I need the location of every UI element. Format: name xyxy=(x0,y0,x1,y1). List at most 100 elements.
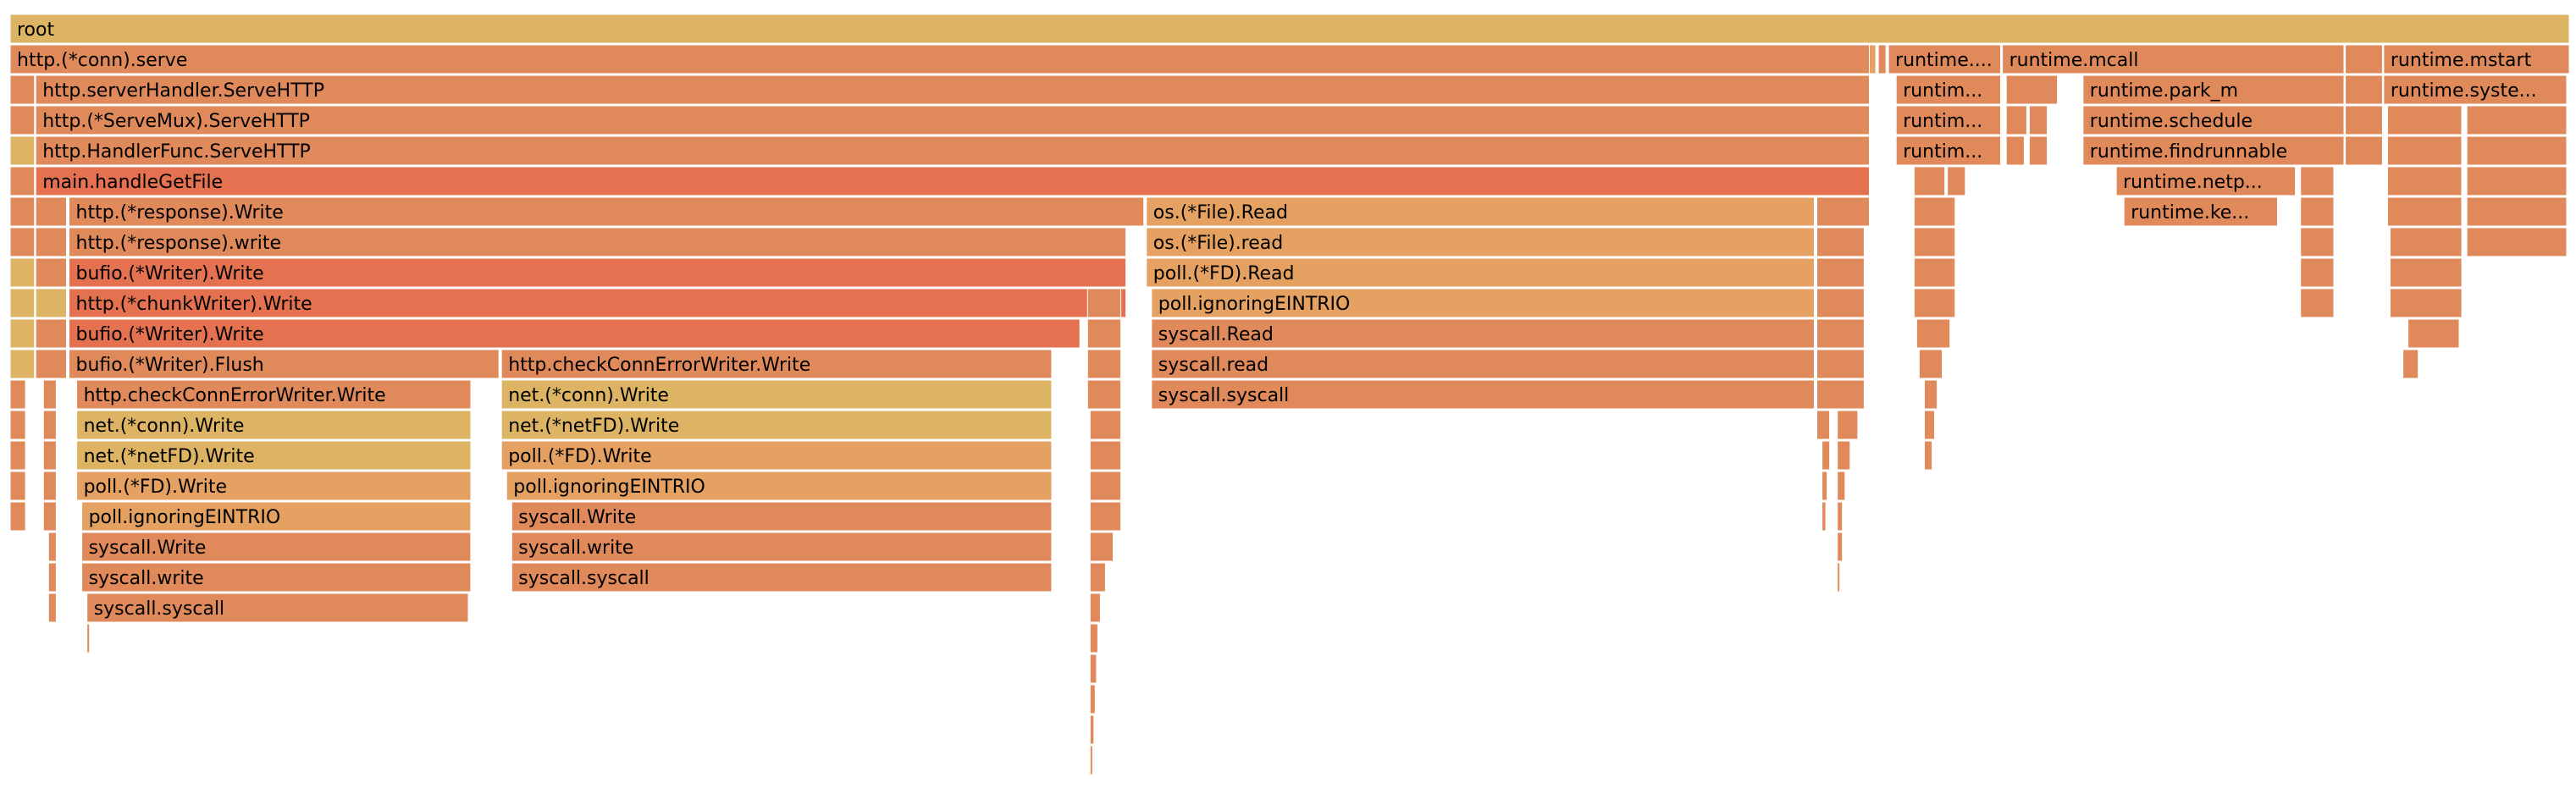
flame-frame-rect[interactable] xyxy=(76,410,472,440)
flame-frame[interactable]: runtime.mstart xyxy=(2383,44,2570,74)
flame-frame[interactable] xyxy=(9,318,36,349)
flame-frame[interactable] xyxy=(1089,714,1095,745)
flame-frame[interactable] xyxy=(9,74,36,105)
flame-frame[interactable] xyxy=(1869,44,1877,74)
flame-frame[interactable] xyxy=(9,440,26,471)
flame-frame-rect[interactable] xyxy=(2345,105,2383,135)
flame-frame-rect[interactable] xyxy=(1089,410,1122,440)
flame-frame[interactable] xyxy=(1086,379,1122,410)
flame-frame-rect[interactable] xyxy=(2386,196,2463,227)
flame-frame-rect[interactable] xyxy=(35,257,67,288)
flame-frame-rect[interactable] xyxy=(2005,74,2059,105)
flame-frame[interactable] xyxy=(42,410,57,440)
flame-frame-rect[interactable] xyxy=(42,471,57,501)
flame-frame[interactable] xyxy=(1821,440,1831,471)
flame-frame-rect[interactable] xyxy=(9,440,26,471)
flame-frame[interactable] xyxy=(1837,440,1851,471)
flame-frame[interactable] xyxy=(2386,135,2463,166)
flame-frame[interactable] xyxy=(2300,196,2335,227)
flame-frame[interactable] xyxy=(2407,318,2460,349)
flame-frame[interactable] xyxy=(2466,135,2568,166)
flame-frame-rect[interactable] xyxy=(9,74,36,105)
flame-frame[interactable] xyxy=(1821,501,1827,532)
flame-frame[interactable]: http.checkConnErrorWriter.Write xyxy=(76,379,472,410)
flame-frame-rect[interactable] xyxy=(35,105,1871,135)
flame-frame[interactable]: net.(*netFD).Write xyxy=(76,440,472,471)
flame-frame-rect[interactable] xyxy=(35,166,1871,196)
flame-frame-rect[interactable] xyxy=(9,166,36,196)
flame-frame[interactable] xyxy=(2466,166,2568,196)
flame-frame[interactable] xyxy=(1089,410,1122,440)
flame-frame[interactable]: root xyxy=(9,14,2570,44)
flame-frame[interactable]: os.(*File).read xyxy=(1146,227,1816,257)
flame-frame-rect[interactable] xyxy=(69,318,1081,349)
flame-frame[interactable] xyxy=(2005,135,2025,166)
flame-frame-rect[interactable] xyxy=(2466,135,2568,166)
flame-frame-rect[interactable] xyxy=(500,379,1053,410)
flame-frame-rect[interactable] xyxy=(500,349,1053,379)
flame-frame[interactable] xyxy=(1089,532,1114,562)
flame-frame-rect[interactable] xyxy=(1151,379,1816,410)
flame-frame-rect[interactable] xyxy=(1151,288,1816,318)
flame-frame[interactable] xyxy=(1086,349,1122,379)
flame-frame[interactable]: os.(*File).Read xyxy=(1146,196,1816,227)
flame-frame[interactable] xyxy=(1837,562,1841,593)
flame-frame-rect[interactable] xyxy=(81,532,472,562)
flame-frame[interactable] xyxy=(1918,349,1943,379)
flame-frame[interactable]: http.(*conn).serve xyxy=(9,44,1870,74)
flame-frame-rect[interactable] xyxy=(1089,623,1098,653)
flame-frame-rect[interactable] xyxy=(42,440,57,471)
flame-frame-rect[interactable] xyxy=(2300,166,2335,196)
flame-frame[interactable] xyxy=(35,257,67,288)
flame-frame-rect[interactable] xyxy=(2466,227,2568,257)
flame-frame-rect[interactable] xyxy=(511,501,1053,532)
flame-frame-rect[interactable] xyxy=(1086,318,1122,349)
flame-frame[interactable] xyxy=(35,227,67,257)
flame-frame[interactable] xyxy=(2028,135,2048,166)
flame-frame-rect[interactable] xyxy=(1895,135,2001,166)
flame-frame-rect[interactable] xyxy=(35,349,67,379)
flame-frame-rect[interactable] xyxy=(1089,440,1122,471)
flame-frame-rect[interactable] xyxy=(1151,349,1816,379)
flame-frame-rect[interactable] xyxy=(2390,288,2463,318)
flame-frame[interactable] xyxy=(2466,105,2568,135)
flame-frame-rect[interactable] xyxy=(35,196,67,227)
flame-frame-rect[interactable] xyxy=(2386,105,2463,135)
flame-frame-rect[interactable] xyxy=(1089,471,1122,501)
flame-frame[interactable]: runtime.findrunnable xyxy=(2082,135,2345,166)
flame-frame[interactable]: syscall.Write xyxy=(511,501,1053,532)
flame-frame[interactable]: syscall.write xyxy=(511,532,1053,562)
flame-frame-rect[interactable] xyxy=(2115,166,2297,196)
flame-frame-rect[interactable] xyxy=(1837,562,1841,593)
flame-frame[interactable] xyxy=(9,471,26,501)
flame-frame-rect[interactable] xyxy=(500,410,1053,440)
flame-frame[interactable]: bufio.(*Writer).Write xyxy=(69,257,1127,288)
flame-frame[interactable] xyxy=(2300,257,2335,288)
flame-frame-rect[interactable] xyxy=(2466,166,2568,196)
flame-frame[interactable]: net.(*conn).Write xyxy=(500,379,1053,410)
flame-frame[interactable] xyxy=(2345,74,2383,105)
flame-frame-rect[interactable] xyxy=(42,410,57,440)
flame-frame[interactable] xyxy=(9,288,36,318)
flame-frame-rect[interactable] xyxy=(1924,379,1938,410)
flame-frame[interactable]: syscall.syscall xyxy=(86,593,469,623)
flame-frame[interactable] xyxy=(2345,105,2383,135)
flame-frame[interactable] xyxy=(1086,288,1122,318)
flame-frame[interactable]: runtime.netp... xyxy=(2115,166,2297,196)
flame-frame-rect[interactable] xyxy=(1895,105,2001,135)
flame-frame[interactable] xyxy=(1089,471,1122,501)
flame-frame-rect[interactable] xyxy=(1837,501,1844,532)
flame-frame-rect[interactable] xyxy=(9,227,36,257)
flame-frame[interactable]: runtim... xyxy=(1895,135,2001,166)
flame-frame-rect[interactable] xyxy=(1146,227,1816,257)
flame-frame-rect[interactable] xyxy=(1918,349,1943,379)
flame-frame-rect[interactable] xyxy=(1151,318,1816,349)
flame-frame[interactable] xyxy=(2005,74,2059,105)
flame-frame-rect[interactable] xyxy=(1816,257,1865,288)
flame-frame-rect[interactable] xyxy=(1089,593,1101,623)
flame-frame[interactable] xyxy=(9,410,26,440)
flame-frame-rect[interactable] xyxy=(9,349,36,379)
flame-frame-rect[interactable] xyxy=(1877,44,1887,74)
flame-frame[interactable] xyxy=(9,135,36,166)
flame-frame[interactable] xyxy=(1924,410,1936,440)
